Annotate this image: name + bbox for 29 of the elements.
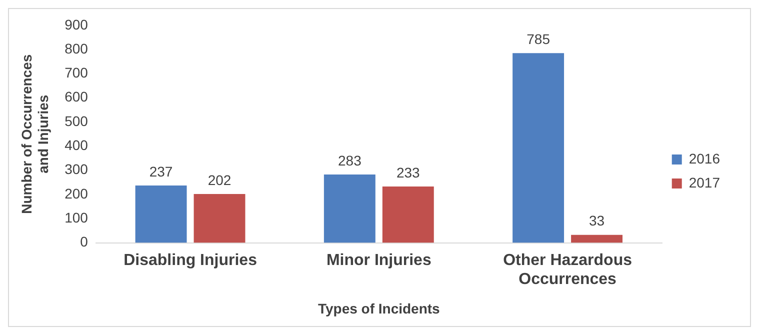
y-tick-label: 700	[64, 64, 88, 81]
x-tick-label: Disabling Injuries	[124, 252, 258, 269]
data-label: 237	[149, 163, 173, 180]
bar	[571, 234, 623, 243]
bar	[324, 174, 376, 243]
bar	[194, 194, 246, 243]
y-tick-label: 200	[64, 185, 88, 202]
data-label: 785	[526, 31, 550, 48]
y-tick-label: 400	[64, 137, 88, 154]
y-tick-label: 900	[64, 16, 88, 32]
legend-label: 2017	[688, 174, 720, 190]
data-label: 283	[338, 152, 362, 168]
y-tick-label: 0	[80, 234, 88, 250]
data-label: 33	[588, 212, 605, 229]
y-axis-title: Number of Occurrences and Injuries	[18, 54, 52, 214]
y-tick-label: 300	[64, 161, 88, 178]
x-axis-title: Types of Incidents	[318, 300, 440, 316]
data-label: 233	[396, 164, 420, 180]
y-tick-label: 800	[64, 40, 88, 56]
y-tick-label: 600	[64, 88, 88, 105]
legend-label: 2016	[688, 150, 720, 166]
x-tick-label: Other Hazardous Occurrences	[503, 252, 632, 288]
bar	[512, 53, 564, 243]
x-tick-label: Minor Injuries	[326, 252, 432, 269]
bar	[135, 186, 187, 243]
y-tick-label: 500	[64, 112, 88, 129]
bar	[382, 186, 434, 243]
y-tick-label: 100	[64, 210, 88, 226]
data-label: 202	[208, 172, 232, 188]
